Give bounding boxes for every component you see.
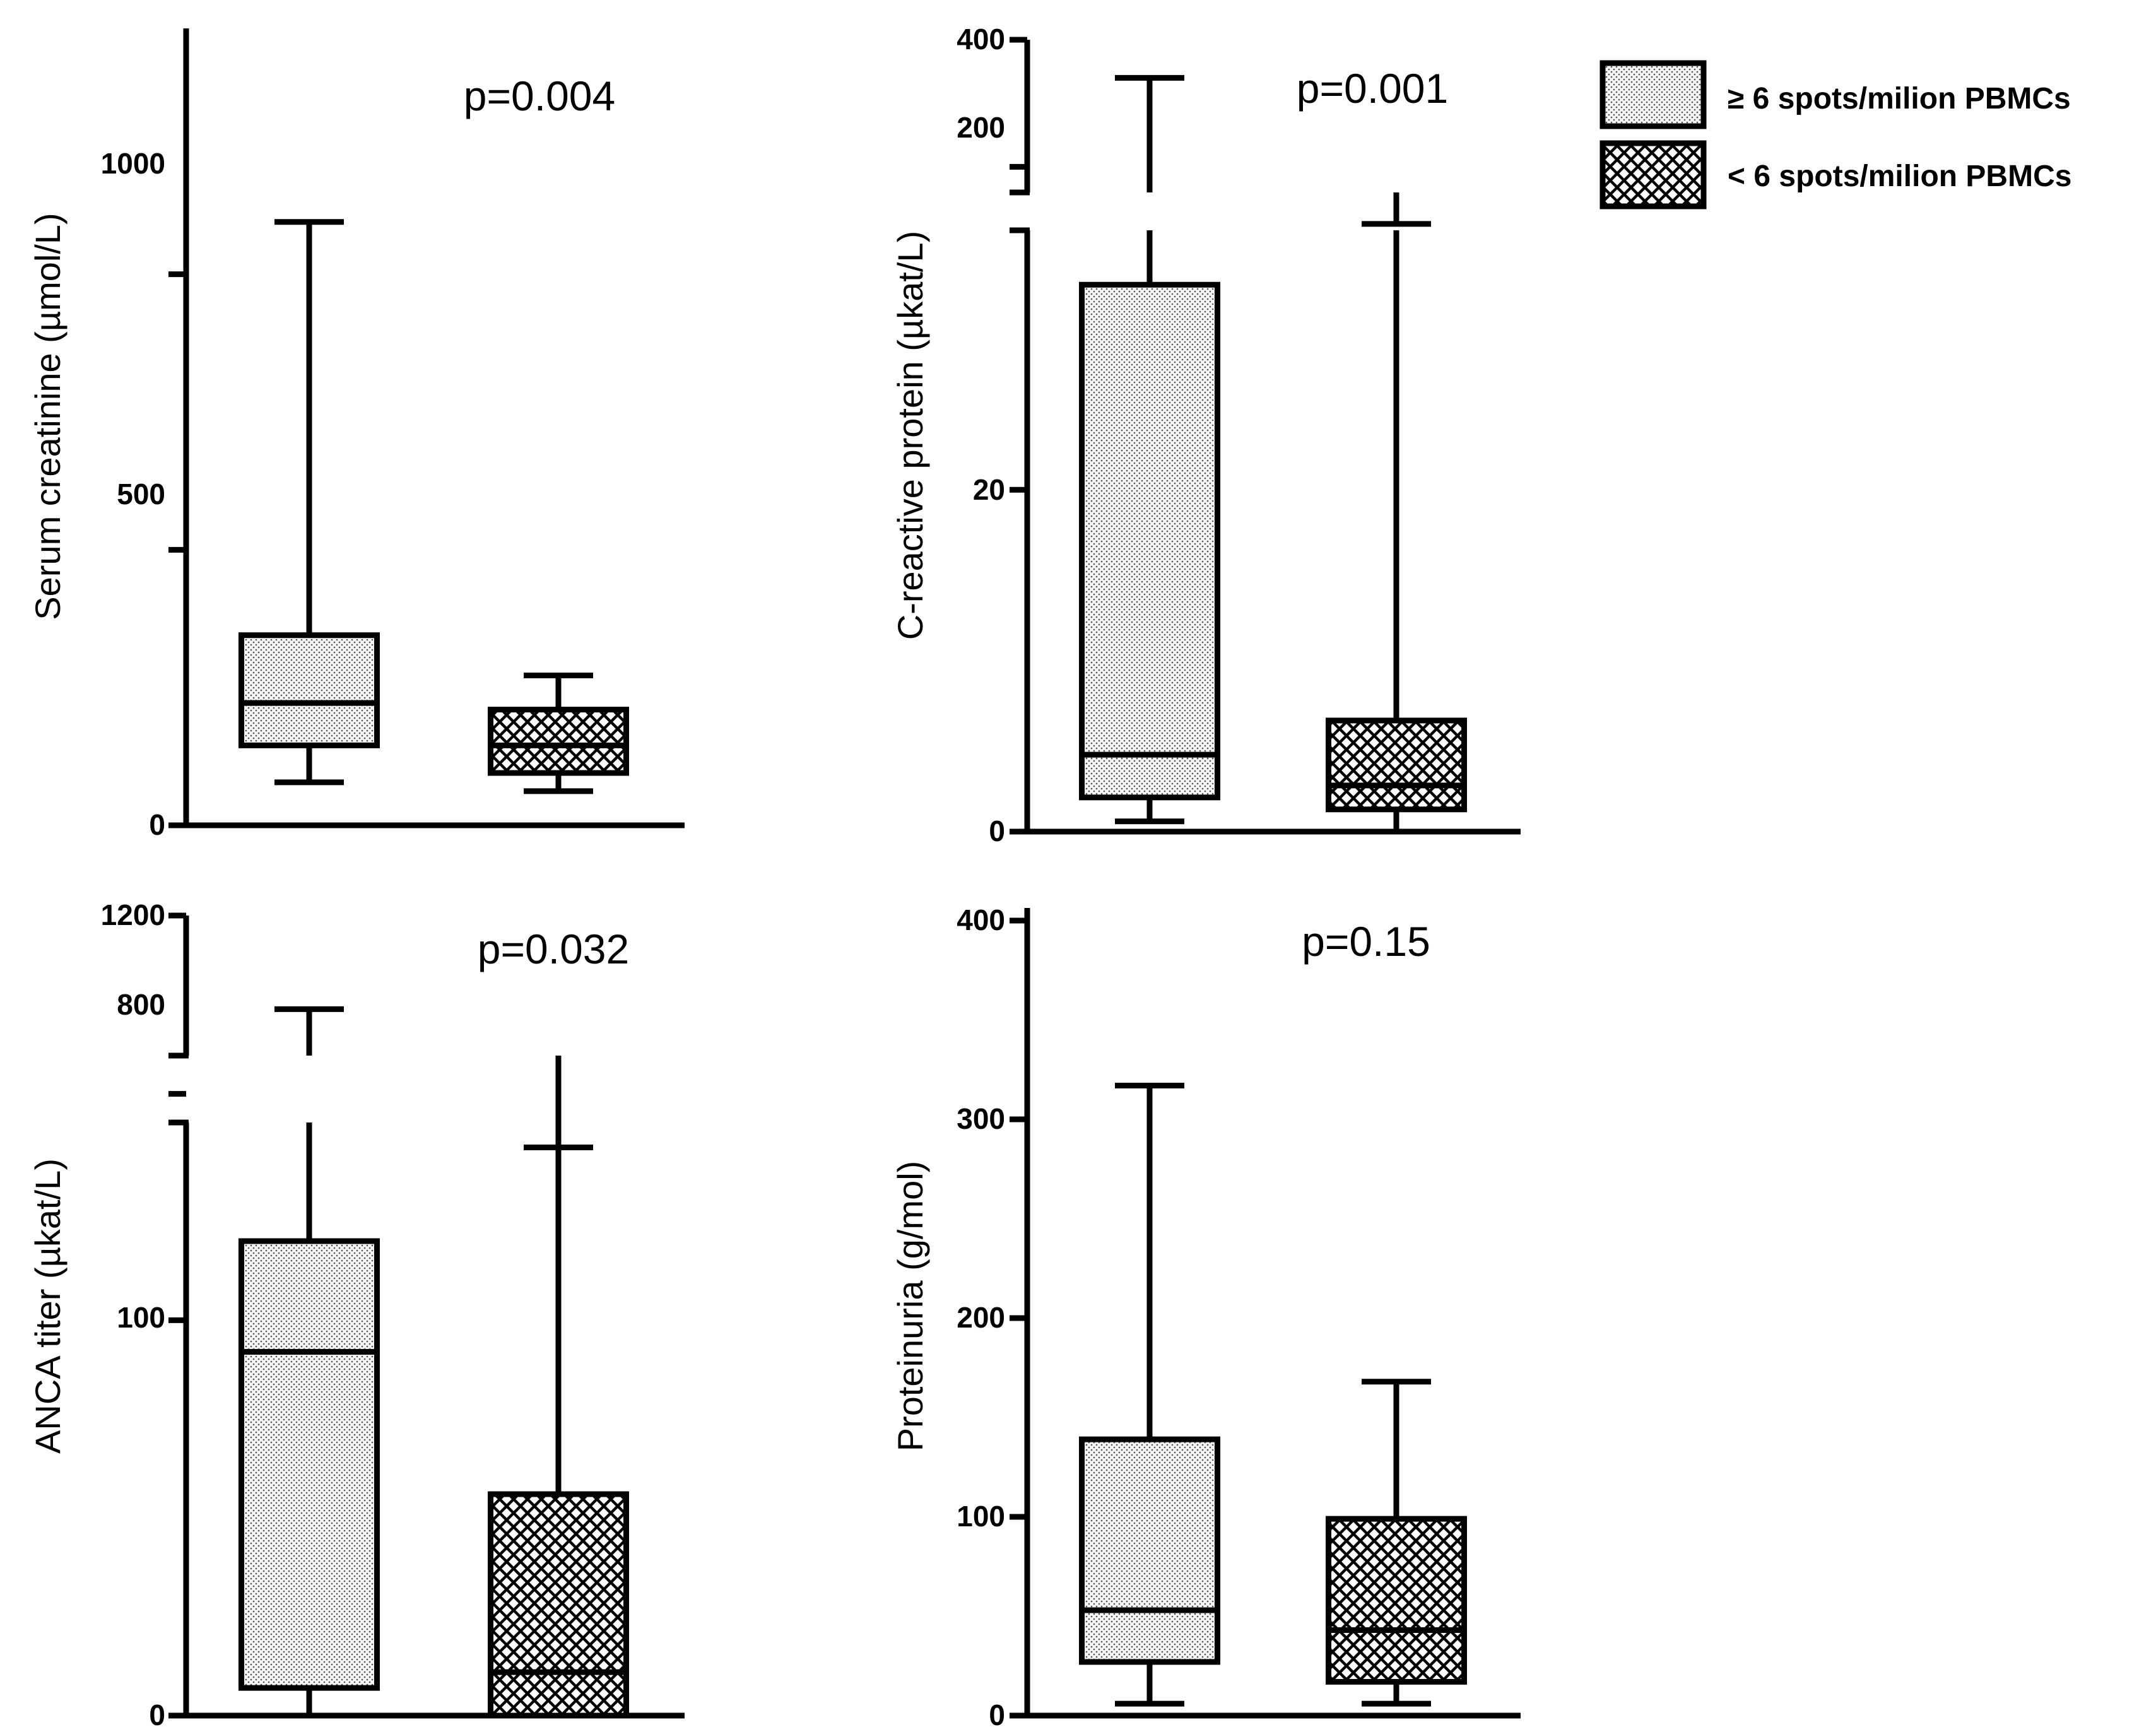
tick-labels: 0 20 200 400 [957, 23, 1005, 847]
tick-label-800: 800 [117, 988, 165, 1021]
iqr-box [239, 1238, 380, 1691]
boxes [1079, 74, 1467, 835]
iqr-box [488, 707, 629, 776]
tick-label-100: 100 [117, 1301, 165, 1334]
tick-label-400: 400 [957, 23, 1005, 56]
iqr-box [1079, 1436, 1220, 1665]
boxes [1079, 1082, 1467, 1707]
y-axis-label: Serum creatinine (µmol/L) [28, 213, 68, 620]
iqr-box [488, 1491, 629, 1719]
tick-label-0: 0 [149, 808, 165, 841]
tick-labels: 0 100 800 1200 [101, 898, 165, 1731]
p-value-label: p=0.004 [464, 73, 615, 119]
tick-labels: 0 500 1000 [101, 147, 165, 841]
box-group-0 [1079, 1082, 1220, 1707]
p-value-label: p=0.032 [478, 926, 629, 972]
tick-label-400: 400 [957, 904, 1005, 936]
boxes [239, 1006, 629, 1719]
legend-swatch-crosshatch [1599, 140, 1707, 209]
iqr-box [1326, 717, 1467, 813]
axes [1010, 908, 1521, 1719]
y-axis-label: C-reactive protein (µkat/L) [890, 231, 930, 640]
legend-label-high: ≥ 6 spots/milion PBMCs [1728, 82, 2071, 115]
tick-label-500: 500 [117, 478, 165, 510]
panel-anca-titer: ANCA titer (µkat/L) p=0.032 0 100 800 12… [28, 898, 685, 1731]
iqr-box [239, 632, 380, 748]
tick-label-0: 0 [989, 1699, 1005, 1731]
tick-labels: 0 100 200 300 400 [957, 904, 1005, 1731]
box-group-1 [488, 672, 629, 794]
tick-label-1000: 1000 [101, 147, 165, 180]
tick-label-300: 300 [957, 1102, 1005, 1135]
tick-label-200: 200 [957, 111, 1005, 144]
legend: ≥ 6 spots/milion PBMCs < 6 spots/milion … [1599, 60, 2071, 209]
legend-swatch-dots [1599, 60, 1707, 129]
panel-proteinuria: Proteinuria (g/mol) p=0.15 0 100 200 300… [890, 904, 1521, 1731]
panel-serum-creatinine: Serum creatinine (µmol/L) p=0.004 0 500 … [28, 28, 685, 841]
y-axis-label: Proteinuria (g/mol) [890, 1161, 930, 1452]
tick-label-200: 200 [957, 1301, 1005, 1334]
boxes [239, 219, 629, 794]
box-group-0 [239, 219, 380, 786]
tick-label-1200: 1200 [101, 898, 165, 931]
p-value-label: p=0.15 [1302, 918, 1430, 965]
tick-label-0: 0 [149, 1699, 165, 1731]
tick-label-0: 0 [989, 815, 1005, 847]
panel-c-reactive-protein: C-reactive protein (µkat/L) p=0.001 0 20… [890, 23, 1521, 847]
iqr-box [1326, 1516, 1467, 1685]
axes [168, 28, 685, 828]
axes [1010, 37, 1521, 835]
tick-label-100: 100 [957, 1500, 1005, 1533]
box-group-0 [1079, 74, 1220, 825]
tick-label-20: 20 [973, 473, 1005, 506]
iqr-box [1079, 281, 1220, 801]
box-group-1 [488, 1056, 629, 1719]
box-group-0 [239, 1006, 380, 1719]
legend-label-low: < 6 spots/milion PBMCs [1728, 160, 2071, 193]
p-value-label: p=0.001 [1297, 65, 1448, 112]
box-group-1 [1326, 192, 1467, 835]
box-group-1 [1326, 1379, 1467, 1707]
y-axis-label: ANCA titer (µkat/L) [28, 1158, 68, 1454]
